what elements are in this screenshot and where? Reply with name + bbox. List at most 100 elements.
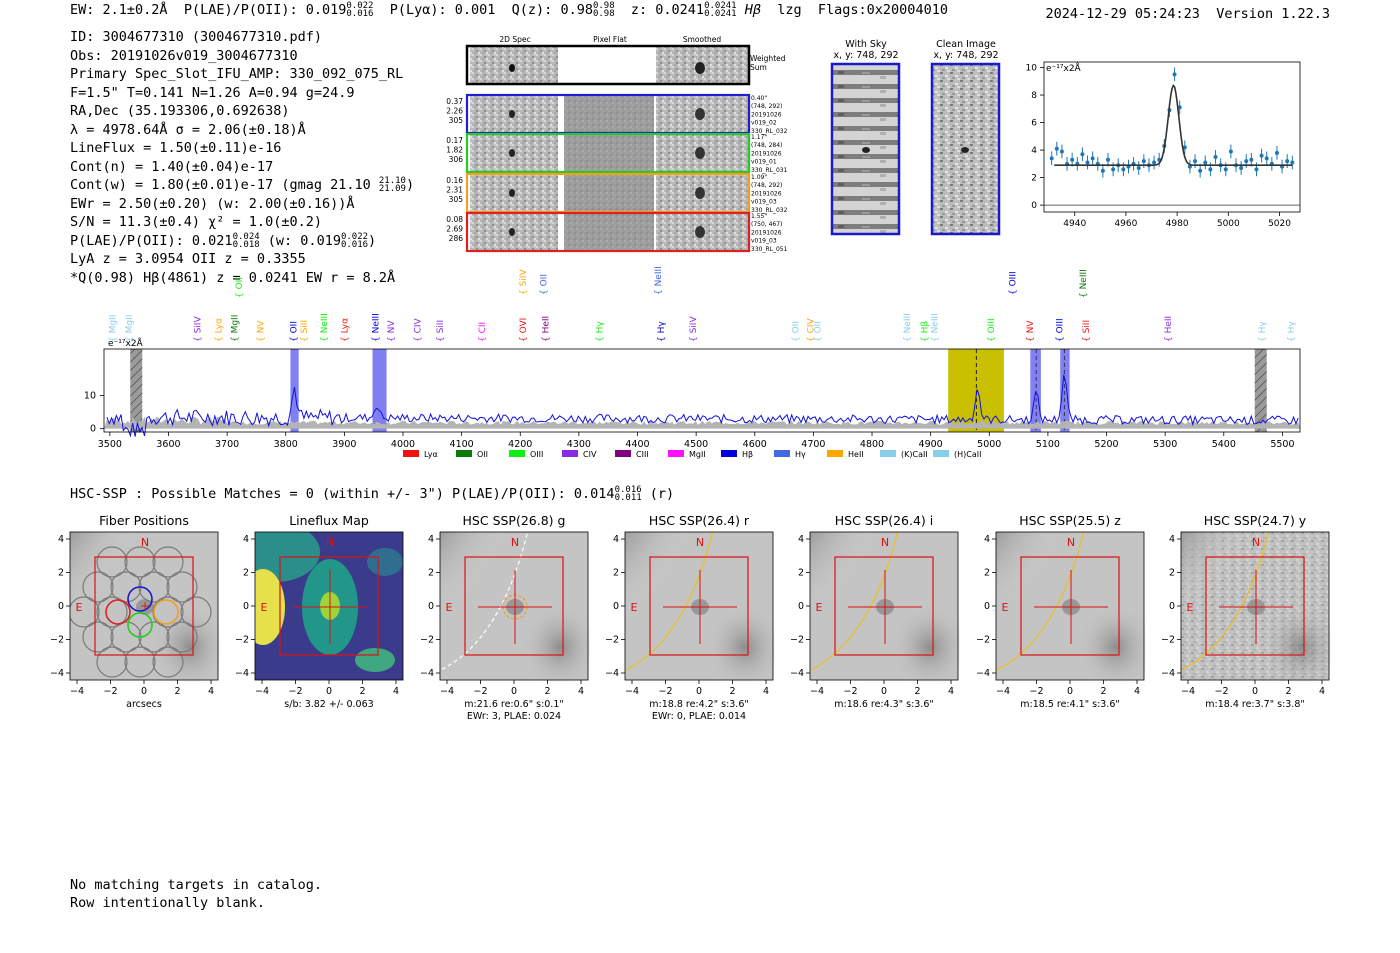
x-tick-label: −2 xyxy=(843,686,857,697)
line-label: { OII xyxy=(289,321,299,342)
y-tick-label: 2 xyxy=(428,568,434,579)
source-blob xyxy=(509,189,515,197)
source-blob xyxy=(695,147,705,159)
cutout-meta: 330_RL_032 xyxy=(751,128,788,135)
fiber-circle xyxy=(70,596,100,628)
line-fit-frame xyxy=(1043,61,1301,213)
search-box xyxy=(1205,556,1305,656)
col-smoothed: Smoothed xyxy=(683,35,722,44)
fiber-circle xyxy=(166,621,198,653)
fiber-circle xyxy=(124,646,156,678)
x-tick-label: 0 xyxy=(141,686,147,697)
east-label: E xyxy=(631,601,638,614)
y-tick-label: 10 xyxy=(1026,64,1038,74)
x-tick-label: 5100 xyxy=(1036,439,1060,450)
cutout-stat: 2.31 xyxy=(446,186,463,195)
fiber-circle xyxy=(96,646,128,678)
legend-label: MgII xyxy=(689,450,706,459)
y-tick-label: −2 xyxy=(50,635,64,646)
y-tick-label: −2 xyxy=(790,635,804,646)
x-tick-label: 0 xyxy=(1252,686,1258,697)
legend-swatch xyxy=(827,450,843,457)
line-band xyxy=(372,349,387,432)
panel-title: HSC SSP(26.4) i xyxy=(835,513,933,528)
line-fit-ylabel: e⁻¹⁷x2Å xyxy=(1046,62,1082,74)
y-tick-label: 2 xyxy=(1031,174,1037,184)
spectral-cutouts: 2D Spec Pixel Flat Smoothed Weighted Sum… xyxy=(446,35,787,253)
data-point xyxy=(1085,160,1090,165)
cutout-meta: 330_RL_031 xyxy=(751,167,788,174)
x-tick-label: −4 xyxy=(625,686,639,697)
panel-flux: Lineflux Map N E −4 −4 −2 −2 0 0 2 2 4 4 s/b: 3.82 +/… xyxy=(235,513,404,710)
x-tick-label: 2 xyxy=(174,686,180,697)
y-tick-label: 0 xyxy=(90,424,96,435)
line-label: { Hγ xyxy=(1287,321,1297,342)
panel-title: HSC SSP(26.8) g xyxy=(463,513,566,528)
y-tick-label: 4 xyxy=(798,534,804,545)
y-tick-label: 2 xyxy=(243,568,249,579)
catalog-note-line2: Row intentionally blank. xyxy=(70,895,266,911)
info-plae: P(LAE)/P(OII): 0.021 0.024 0.018 (w: 0.019… xyxy=(70,231,377,250)
ellipse-aperture xyxy=(1181,532,1270,671)
east-label: E xyxy=(446,601,453,614)
line-label: { NV xyxy=(387,320,397,342)
y-tick-label: −4 xyxy=(235,668,249,679)
y-tick-label: 0 xyxy=(613,601,619,612)
x-tick-label: −4 xyxy=(440,686,454,697)
source-blob xyxy=(695,187,705,199)
y-tick-label: 4 xyxy=(428,534,434,545)
fiber-circle xyxy=(124,546,156,578)
x-tick-label: −4 xyxy=(996,686,1010,697)
y-tick-label: 8 xyxy=(1031,91,1037,101)
fiber-third xyxy=(153,599,179,625)
bright-galaxy xyxy=(996,532,1091,652)
weighted-sum-row: Weighted Sum xyxy=(465,44,786,86)
line-label: { Hγ xyxy=(1258,321,1268,342)
cutout-stat: 0.08 xyxy=(446,215,463,224)
x-tick-label: −2 xyxy=(1029,686,1043,697)
cutout-meta: 20191026 xyxy=(751,111,782,118)
search-box xyxy=(1020,556,1120,656)
clean-image-title: Clean Image xyxy=(936,39,996,50)
line-label: { NeIII xyxy=(1079,269,1089,298)
legend-swatch xyxy=(668,450,684,457)
x-tick-label: 4600 xyxy=(743,439,767,450)
qz-bounds: 0.98 0.98 xyxy=(592,1,615,19)
panel-caption: m:18.4 re:3.7" s:3.8" xyxy=(1205,699,1305,710)
version: Version 1.22.3 xyxy=(1216,6,1330,22)
y-tick-label: −4 xyxy=(50,668,64,679)
data-point xyxy=(1198,168,1203,173)
clean-image-xy: x, y: 748, 292 xyxy=(933,50,998,61)
data-point xyxy=(1244,159,1249,164)
line-label: { MgII xyxy=(231,315,241,342)
data-point xyxy=(1223,167,1228,172)
line-label: { OVI xyxy=(519,318,529,342)
cutout-meta: (748, 292) xyxy=(751,182,782,189)
x-tick-label: 3700 xyxy=(215,439,239,450)
cutout-meta: 1.17" xyxy=(751,134,767,141)
cutout-meta: (750, 467) xyxy=(751,221,782,228)
data-point xyxy=(1264,156,1269,161)
legend-label: Lyα xyxy=(424,450,438,459)
y-tick-label: 4 xyxy=(58,534,64,545)
sum-label: Sum xyxy=(750,63,767,72)
source-blob xyxy=(509,64,515,72)
x-tick-label: 4900 xyxy=(919,439,943,450)
cutout-meta: v019_03 xyxy=(751,238,777,245)
x-tick-label: 4960 xyxy=(1114,219,1137,229)
x-tick-label: 4980 xyxy=(1166,219,1189,229)
x-tick-label: 4400 xyxy=(625,439,649,450)
east-label: E xyxy=(1002,601,1009,614)
line-label: { Hβ xyxy=(921,321,931,342)
x-tick-label: 4100 xyxy=(450,439,474,450)
cutout-meta: (748, 292) xyxy=(751,103,782,110)
source-blob xyxy=(509,228,515,236)
north-label: N xyxy=(511,536,519,549)
y-tick-label: 4 xyxy=(613,534,619,545)
cutout-meta: 1.09" xyxy=(751,174,767,181)
cutout-stat: 286 xyxy=(449,234,464,243)
search-box xyxy=(649,556,749,656)
panel-title: HSC SSP(24.7) y xyxy=(1204,513,1307,528)
